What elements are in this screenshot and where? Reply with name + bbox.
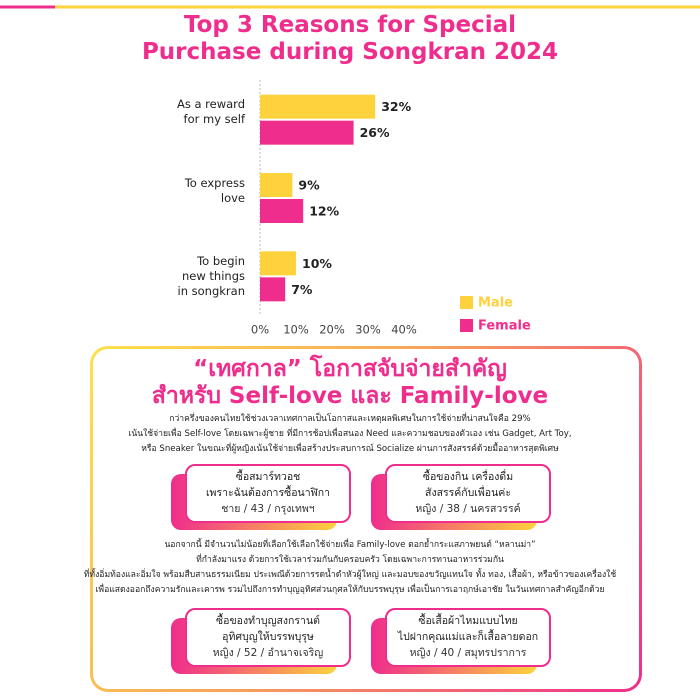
card-face: ซื้อของกิน เครื่องดื่มสังสรรค์กับเพื่อนค… [385,464,551,523]
body-text: เพื่อแสดงออกถึงความรักและเคารพ รวมไปถึงก… [95,585,605,595]
value-label: 7% [291,282,313,297]
intro-text: กว่าครึ่งของคนไทยใช้ช่วงเวลาเทศกาลเป็นโอ… [169,414,531,424]
intro-text: เน้นใช้จ่ายเพื่อ Self-love โดยเฉพาะผู้ชา… [128,429,572,439]
legend-swatch [460,319,473,332]
card-text: สังสรรค์กับเพื่อนค่ะ [425,487,511,499]
value-label: 10% [302,256,332,271]
y-tick-label: As a reward for my self [176,97,245,127]
intro-text: หรือ Sneaker ในขณะที่ผู้หญิงเน้นใช้จ่ายเ… [141,444,559,454]
card-text: ซื้อสมาร์ทวอช [235,471,301,483]
body-text: นอกจากนี้ มีจำนวนไม่น้อยที่เลือกใช้เลือก… [164,540,536,550]
x-tick-label: 0% [251,323,269,337]
legend-swatch [460,296,473,309]
section-heading: สำหรับ Self-love และ Family-love [151,383,549,409]
card-text: หญิง / 52 / อำนาจเจริญ [212,647,324,659]
card-face: ซื้อสมาร์ทวอชเพราะฉันต้องการซื้อนาฬิกาชา… [185,464,351,523]
quote-card: ซื้อของทำบุญสงกรานต์อุทิศบุญให้บรรพบุรุษ… [171,608,351,674]
value-label: 32% [381,99,411,114]
quote-card: ซื้อของกิน เครื่องดื่มสังสรรค์กับเพื่อนค… [371,464,551,530]
card-text: เพราะฉันต้องการซื้อนาฬิกา [205,487,331,499]
legend-label: Female [478,319,531,334]
card-text: หญิง / 40 / สมุทรปราการ [409,647,527,659]
bar [260,251,296,276]
chart: 0% 10% 20% 30% 40% 32% 26% 9% 12% 10% 7% Male Female [0,5,700,337]
card-text: ไปฝากคุณแม่และก็เสื้อลายดอก [397,631,539,643]
value-label: 12% [309,204,339,219]
card-text: หญิง / 38 / นครสวรรค์ [415,503,521,515]
card-face: ซื้อของทำบุญสงกรานต์อุทิศบุญให้บรรพบุรุษ… [185,608,351,667]
quote-card: ซื้อเสื้อผ้าไหมแบบไทยไปฝากคุณแม่และก็เสื… [371,608,551,674]
x-tick-label: 40% [391,323,417,337]
section-heading: “เทศกาล” โอกาสจับจ่ายสำคัญ [193,356,507,382]
y-tick-label: To express love [184,175,245,205]
bar [260,199,304,223]
card-text: อุทิศบุญให้บรรพบุรุษ [222,631,314,643]
card-text: ซื้อของกิน เครื่องดื่ม [422,471,514,483]
value-label: 26% [360,125,390,140]
y-tick-label: To begin new things in songkran [177,253,245,298]
card-text: ซื้อเสื้อผ้าไหมแบบไทย [418,615,518,627]
card-text: ซื้อของทำบุญสงกรานต์ [216,615,320,627]
value-label: 9% [298,178,320,193]
x-tick-label: 30% [355,323,381,337]
body-text: ที่กำลังมาแรง ด้วยการใช้เวลาร่วมกันกับคร… [196,555,504,565]
bar [260,94,376,119]
bar [260,173,293,197]
chart-title: Top 3 Reasons for Special Purchase durin… [141,12,559,65]
legend-label: Male [478,296,513,311]
x-tick-label: 10% [283,323,309,337]
card-text: ชาย / 43 / กรุงเทพฯ [221,503,315,515]
card-face: ซื้อเสื้อผ้าไหมแบบไทยไปฝากคุณแม่และก็เสื… [385,608,551,667]
bar [260,277,286,302]
bar [260,120,354,145]
quote-card: ซื้อสมาร์ทวอชเพราะฉันต้องการซื้อนาฬิกาชา… [171,464,351,530]
x-tick-label: 20% [319,323,345,337]
body-text: ที่ทั้งอิ่มท้องและอิ่มใจ พร้อมสืบสานธรรม… [83,570,617,580]
